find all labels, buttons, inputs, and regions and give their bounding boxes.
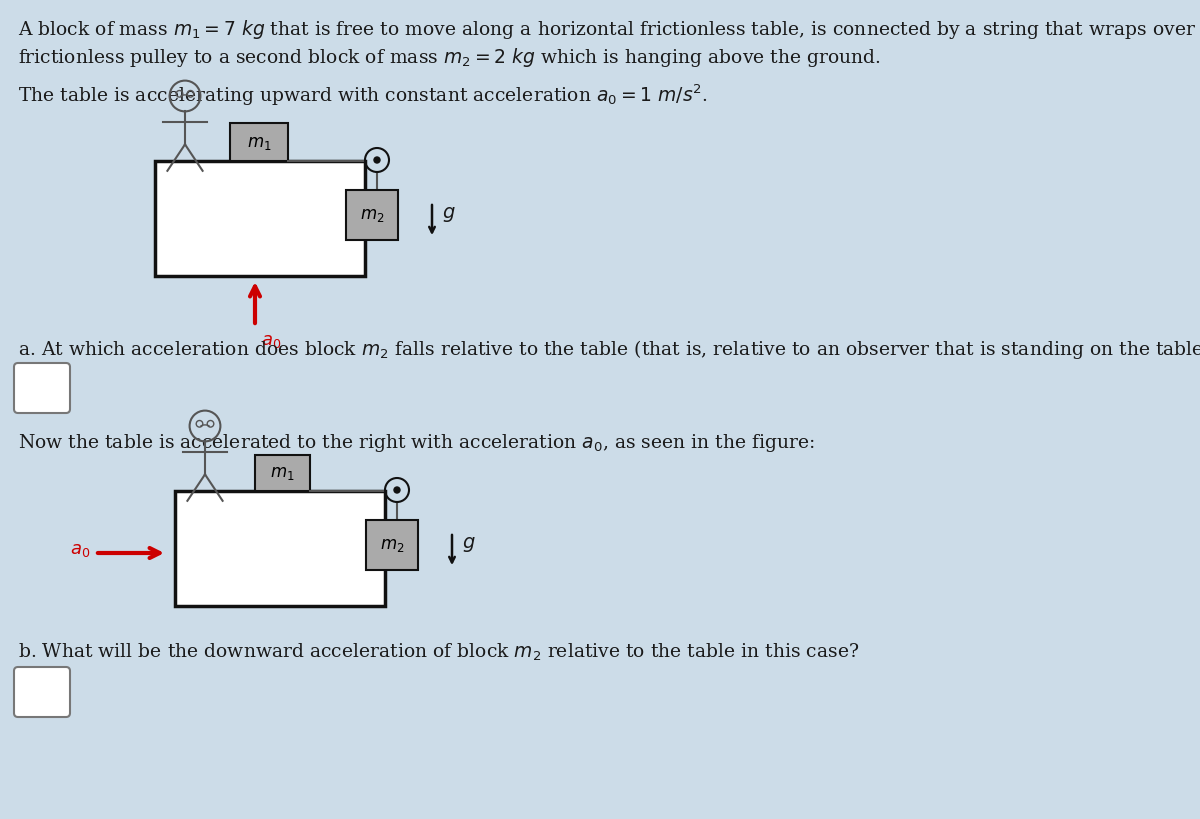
- Text: $m_2$: $m_2$: [360, 207, 384, 224]
- Text: frictionless pulley to a second block of mass $m_2 = 2\ kg$ which is hanging abo: frictionless pulley to a second block of…: [18, 46, 881, 69]
- Text: $m_2$: $m_2$: [379, 536, 404, 554]
- Text: $a_0$: $a_0$: [262, 332, 281, 350]
- Bar: [155, 162, 365, 277]
- Text: Now the table is accelerated to the right with acceleration $a_0$, as seen in th: Now the table is accelerated to the righ…: [18, 432, 815, 454]
- Text: $a_0$: $a_0$: [70, 541, 90, 559]
- Bar: [230, 124, 288, 162]
- Bar: [346, 191, 398, 241]
- Circle shape: [394, 487, 400, 493]
- Text: $m_1$: $m_1$: [270, 465, 295, 482]
- Text: a. At which acceleration does block $m_2$ falls relative to the table (that is, : a. At which acceleration does block $m_2…: [18, 337, 1200, 360]
- FancyBboxPatch shape: [14, 667, 70, 717]
- Bar: [366, 520, 418, 570]
- Bar: [256, 455, 310, 491]
- FancyBboxPatch shape: [14, 364, 70, 414]
- Text: b. What will be the downward acceleration of block $m_2$ relative to the table i: b. What will be the downward acceleratio…: [18, 641, 859, 663]
- Circle shape: [374, 158, 380, 164]
- Text: $g$: $g$: [462, 534, 475, 554]
- Text: $m_1$: $m_1$: [247, 134, 271, 152]
- Text: $g$: $g$: [442, 205, 456, 224]
- Text: A block of mass $m_1 = 7\ kg$ that is free to move along a horizontal frictionle: A block of mass $m_1 = 7\ kg$ that is fr…: [18, 18, 1200, 41]
- Text: The table is accelerating upward with constant acceleration $a_0 = 1\ m/s^2$.: The table is accelerating upward with co…: [18, 82, 708, 107]
- Bar: [175, 491, 385, 606]
